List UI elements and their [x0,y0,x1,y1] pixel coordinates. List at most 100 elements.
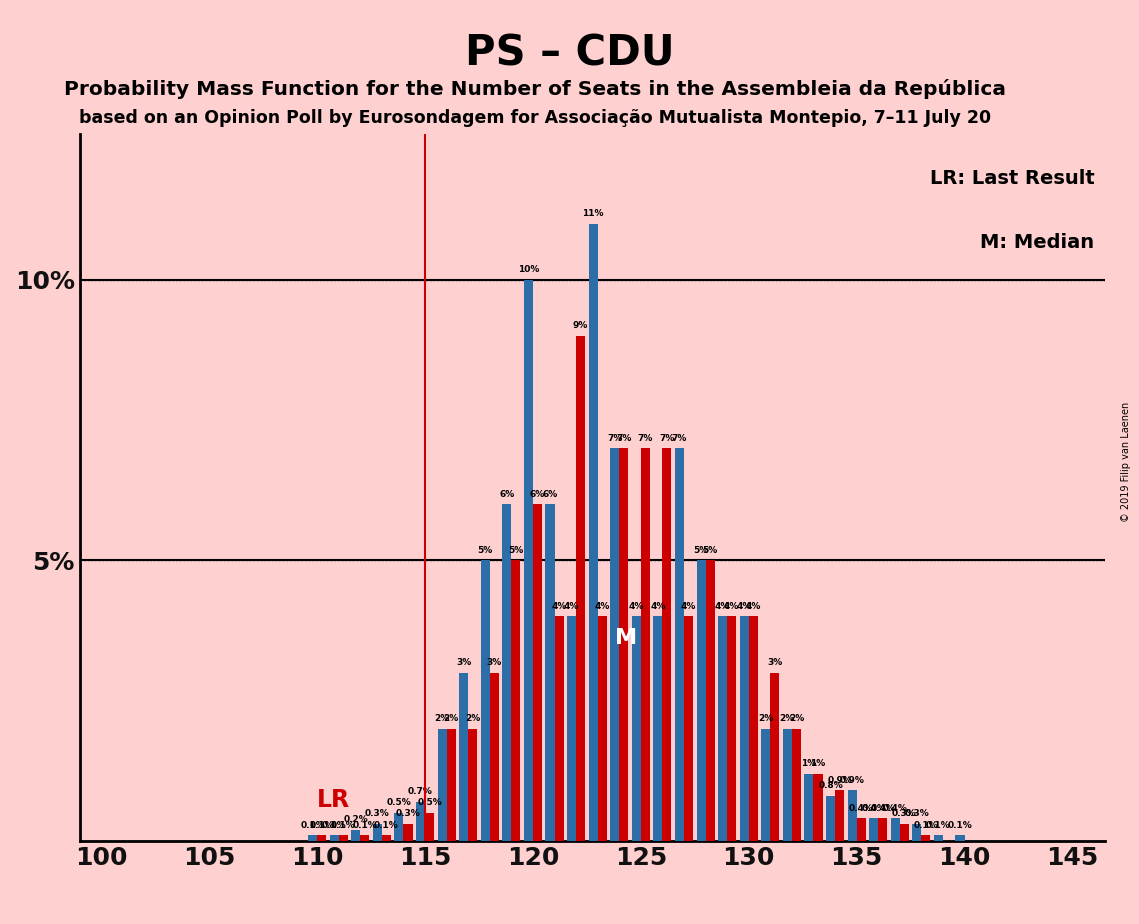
Text: 7%: 7% [607,433,622,443]
Text: 7%: 7% [672,433,687,443]
Text: 0.4%: 0.4% [870,804,895,813]
Bar [589,224,598,841]
Bar [813,773,822,841]
Text: 0.4%: 0.4% [883,804,908,813]
Text: 0.9%: 0.9% [839,776,865,784]
Text: 5%: 5% [703,546,718,554]
Bar [502,505,511,841]
Bar [934,835,943,841]
Bar [782,729,792,841]
Bar [524,280,533,841]
Text: 7%: 7% [638,433,653,443]
Text: 2%: 2% [789,714,804,723]
Bar [891,819,900,841]
Text: 0.4%: 0.4% [849,804,874,813]
Bar [446,729,456,841]
Text: 0.1%: 0.1% [913,821,939,830]
Bar [912,824,921,841]
Bar [826,796,835,841]
Bar [847,790,857,841]
Bar [338,835,347,841]
Bar [567,616,576,841]
Text: 0.1%: 0.1% [322,821,346,830]
Bar [382,835,391,841]
Text: 0.1%: 0.1% [948,821,973,830]
Text: 6%: 6% [530,490,546,499]
Bar [351,830,360,841]
Bar [533,505,542,841]
Text: 4%: 4% [681,602,696,611]
Text: 5%: 5% [694,546,708,554]
Bar [403,824,412,841]
Text: 3%: 3% [486,658,502,667]
Bar [705,560,714,841]
Text: 2%: 2% [759,714,773,723]
Bar [761,729,770,841]
Text: M: M [615,628,637,649]
Text: 4%: 4% [724,602,739,611]
Bar [555,616,564,841]
Bar [360,835,369,841]
Text: 3%: 3% [768,658,782,667]
Text: 0.8%: 0.8% [818,782,843,790]
Bar [641,448,650,841]
Text: 0.3%: 0.3% [395,809,420,819]
Text: 0.1%: 0.1% [926,821,951,830]
Text: LR: LR [317,788,351,812]
Bar [697,560,705,841]
Text: 0.1%: 0.1% [330,821,355,830]
Text: 0.9%: 0.9% [827,776,852,784]
Text: 7%: 7% [659,433,674,443]
Text: 2%: 2% [780,714,795,723]
Bar [620,448,629,841]
Bar [727,616,736,841]
Text: M: Median: M: Median [981,233,1095,252]
Text: 0.5%: 0.5% [417,798,442,808]
Bar [748,616,757,841]
Text: 0.1%: 0.1% [310,821,334,830]
Bar [685,616,693,841]
Text: 3%: 3% [456,658,472,667]
Text: 9%: 9% [573,322,589,331]
Bar [921,835,931,841]
Text: 4%: 4% [564,602,580,611]
Bar [317,835,326,841]
Bar [308,835,317,841]
Text: 11%: 11% [582,209,604,218]
Text: 4%: 4% [595,602,609,611]
Bar [739,616,748,841]
Bar [468,729,477,841]
Text: 4%: 4% [737,602,752,611]
Text: 4%: 4% [746,602,761,611]
Text: PS – CDU: PS – CDU [465,32,674,74]
Bar [329,835,338,841]
Text: 4%: 4% [715,602,730,611]
Bar [792,729,801,841]
Text: 5%: 5% [477,546,493,554]
Text: 0.7%: 0.7% [408,787,433,796]
Bar [425,813,434,841]
Text: 7%: 7% [616,433,631,443]
Text: 0.3%: 0.3% [364,809,390,819]
Bar [869,819,878,841]
Bar [770,673,779,841]
Text: © 2019 Filip van Laenen: © 2019 Filip van Laenen [1121,402,1131,522]
Bar [804,773,813,841]
Text: 2%: 2% [443,714,459,723]
Bar [416,802,425,841]
Text: 4%: 4% [551,602,567,611]
Bar [394,813,403,841]
Text: 6%: 6% [542,490,558,499]
Bar [437,729,446,841]
Bar [956,835,965,841]
Bar [857,819,866,841]
Text: 6%: 6% [499,490,515,499]
Text: 0.1%: 0.1% [374,821,399,830]
Bar [611,448,620,841]
Bar [878,819,887,841]
Bar [481,560,490,841]
Text: 0.4%: 0.4% [861,804,886,813]
Bar [598,616,607,841]
Bar [372,824,382,841]
Bar [576,336,585,841]
